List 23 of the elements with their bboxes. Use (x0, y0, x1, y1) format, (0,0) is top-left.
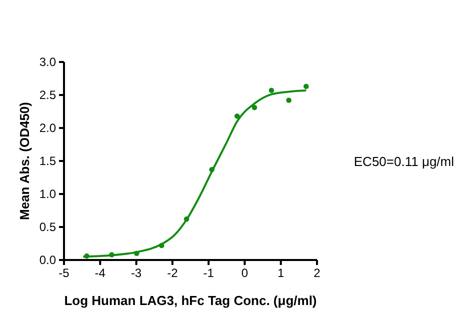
x-tick-label: 0 (241, 266, 248, 280)
x-tick-label: -3 (130, 266, 142, 280)
x-tick-label: 1 (278, 266, 285, 280)
point (268, 88, 274, 94)
point (234, 113, 240, 119)
y-tick-label: 1.0 (39, 187, 56, 201)
y-axis-title: Mean Abs. (OD450) (17, 102, 32, 220)
y-tick-label: 2.0 (39, 121, 56, 135)
x-tick-label: 2 (314, 266, 321, 280)
x-tick-label: -2 (167, 266, 178, 280)
text: EC50=0.11 μg/ml (354, 154, 454, 169)
x-tick-label: -1 (203, 266, 214, 280)
point (252, 104, 258, 110)
y-tick-label: 1.5 (39, 154, 56, 168)
y-tick-label: 2.5 (39, 88, 56, 102)
x-tick-label: -5 (58, 266, 70, 280)
y-tick-label: 3.0 (39, 55, 56, 69)
point (304, 84, 309, 90)
x-tick-label: -4 (94, 266, 106, 280)
y-tick-label: 0.5 (39, 220, 56, 234)
y-tick-label: 0.0 (39, 253, 56, 267)
point (286, 98, 292, 103)
x-axis-title: Log Human LAG3, hFc Tag Conc. (μg/ml) (64, 293, 317, 308)
